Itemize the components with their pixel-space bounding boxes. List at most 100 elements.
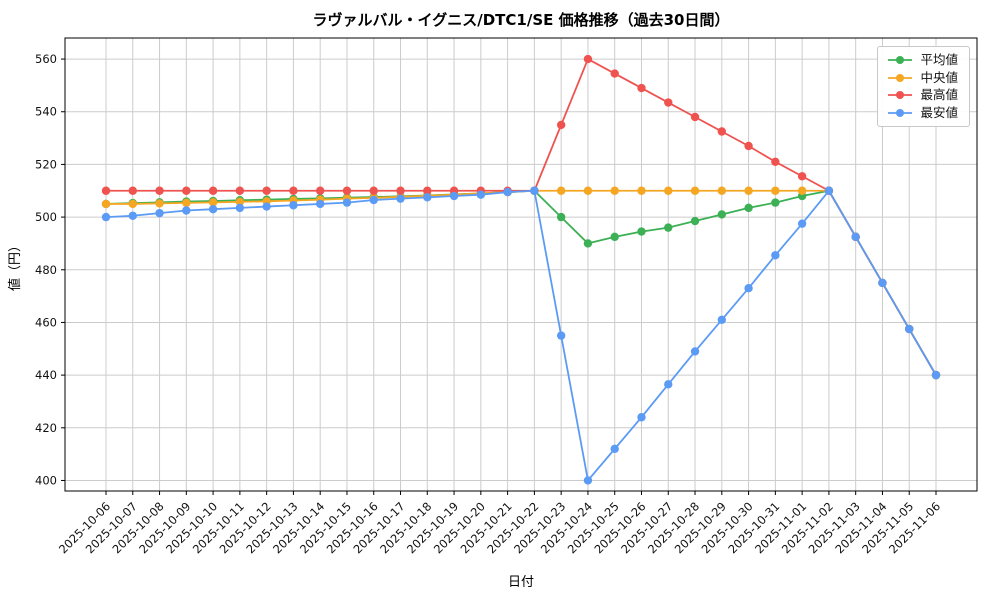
series-point-highest	[182, 186, 191, 195]
series-point-lowest	[637, 413, 646, 422]
series-point-highest	[262, 186, 271, 195]
series-point-lowest	[182, 206, 191, 215]
series-point-highest	[690, 112, 700, 122]
y-tick-label: 500	[35, 210, 57, 224]
series-point-lowest	[235, 203, 245, 213]
legend-marker-lowest	[888, 108, 913, 117]
series-point-lowest	[208, 204, 218, 214]
series-point-lowest	[503, 187, 512, 197]
series-point-lowest	[717, 315, 727, 325]
series-point-median	[744, 186, 753, 195]
series-point-lowest	[315, 199, 325, 209]
series-point-lowest	[262, 202, 271, 211]
series-point-highest	[155, 186, 164, 195]
legend-marker-average	[888, 56, 913, 65]
series-point-median	[717, 186, 727, 195]
series-point-highest	[369, 186, 378, 195]
series-point-median	[208, 198, 218, 207]
y-tick-label: 560	[35, 52, 57, 66]
y-tick-label: 520	[35, 157, 57, 171]
y-tick-label: 480	[35, 263, 57, 277]
legend-marker-median	[888, 73, 913, 82]
legend-label-average: 平均値	[920, 52, 958, 67]
series-point-highest	[583, 54, 593, 64]
series-point-median	[583, 186, 593, 195]
series-point-median	[556, 186, 566, 195]
series-point-median	[610, 186, 619, 195]
y-tick-label: 540	[35, 105, 57, 119]
series-point-lowest	[664, 380, 673, 389]
series-point-median	[182, 198, 191, 208]
series-point-highest	[101, 186, 111, 195]
series-point-lowest	[824, 186, 834, 195]
chart-title: ラヴァルバル・イグニス/DTC1/SE 価格推移（過去30日間）	[313, 11, 730, 29]
series-point-median	[690, 186, 700, 195]
series-point-lowest	[449, 191, 459, 201]
series-point-lowest	[530, 186, 539, 195]
series-point-highest	[128, 186, 137, 195]
series-point-median	[664, 186, 673, 195]
series-point-lowest	[878, 278, 887, 288]
series-point-average	[771, 198, 780, 207]
series-point-lowest	[369, 195, 378, 205]
series-point-average	[610, 232, 619, 242]
legend-marker-highest	[888, 91, 913, 100]
series-point-highest	[771, 157, 780, 166]
series-point-median	[101, 199, 111, 209]
series-point-average	[637, 227, 646, 236]
plot-border	[64, 37, 978, 492]
legend-item-average: 平均値	[887, 52, 958, 67]
series-point-lowest	[797, 219, 807, 228]
legend-item-lowest: 最安値	[887, 104, 958, 120]
series-point-lowest	[583, 476, 593, 485]
series-point-lowest	[155, 208, 164, 218]
series-point-highest	[396, 186, 405, 195]
series-point-highest	[637, 83, 646, 93]
series-point-lowest	[289, 201, 298, 210]
series-point-highest	[289, 186, 298, 195]
series-point-median	[128, 199, 137, 209]
y-axis-label: 値（円）	[7, 239, 23, 291]
y-tick-label: 440	[35, 368, 57, 382]
series-point-lowest	[396, 194, 405, 203]
series-point-average	[556, 212, 566, 222]
legend: 平均値中央値最高値最安値	[877, 46, 970, 127]
legend-label-median: 中央値	[920, 69, 958, 85]
series-point-lowest	[101, 212, 111, 222]
series-point-highest	[342, 186, 352, 195]
series-point-lowest	[744, 284, 753, 293]
series-point-lowest	[610, 444, 619, 454]
series-line-lowest	[105, 189, 937, 482]
plot-area: 4004204404604805005205405602025-10-06202…	[35, 37, 978, 556]
series-point-median	[235, 197, 245, 207]
series-point-lowest	[931, 370, 941, 380]
legend-label-lowest: 最安値	[920, 104, 958, 120]
legend-item-highest: 最高値	[887, 88, 958, 102]
series-point-median	[771, 186, 780, 195]
series-point-highest	[208, 186, 218, 195]
y-tick-label: 400	[35, 473, 57, 487]
series-point-lowest	[771, 251, 780, 260]
series-point-median	[637, 186, 646, 195]
series-point-highest	[235, 186, 245, 195]
series-point-lowest	[423, 193, 432, 202]
series-point-highest	[664, 98, 673, 107]
series-point-highest	[315, 186, 325, 195]
series-point-median	[797, 186, 807, 195]
series-line-average	[105, 189, 937, 376]
series-point-lowest	[851, 232, 860, 242]
series-point-average	[744, 203, 753, 213]
series-point-highest	[423, 186, 432, 195]
series-point-highest	[797, 172, 807, 181]
series-point-highest	[744, 141, 753, 151]
series-point-median	[155, 199, 164, 208]
series-point-lowest	[556, 331, 566, 340]
y-tick-label: 460	[35, 315, 57, 329]
series-point-average	[717, 210, 727, 219]
series-point-lowest	[905, 324, 914, 334]
series-point-lowest	[690, 347, 700, 356]
series-point-lowest	[342, 198, 352, 207]
series-point-highest	[556, 120, 566, 130]
